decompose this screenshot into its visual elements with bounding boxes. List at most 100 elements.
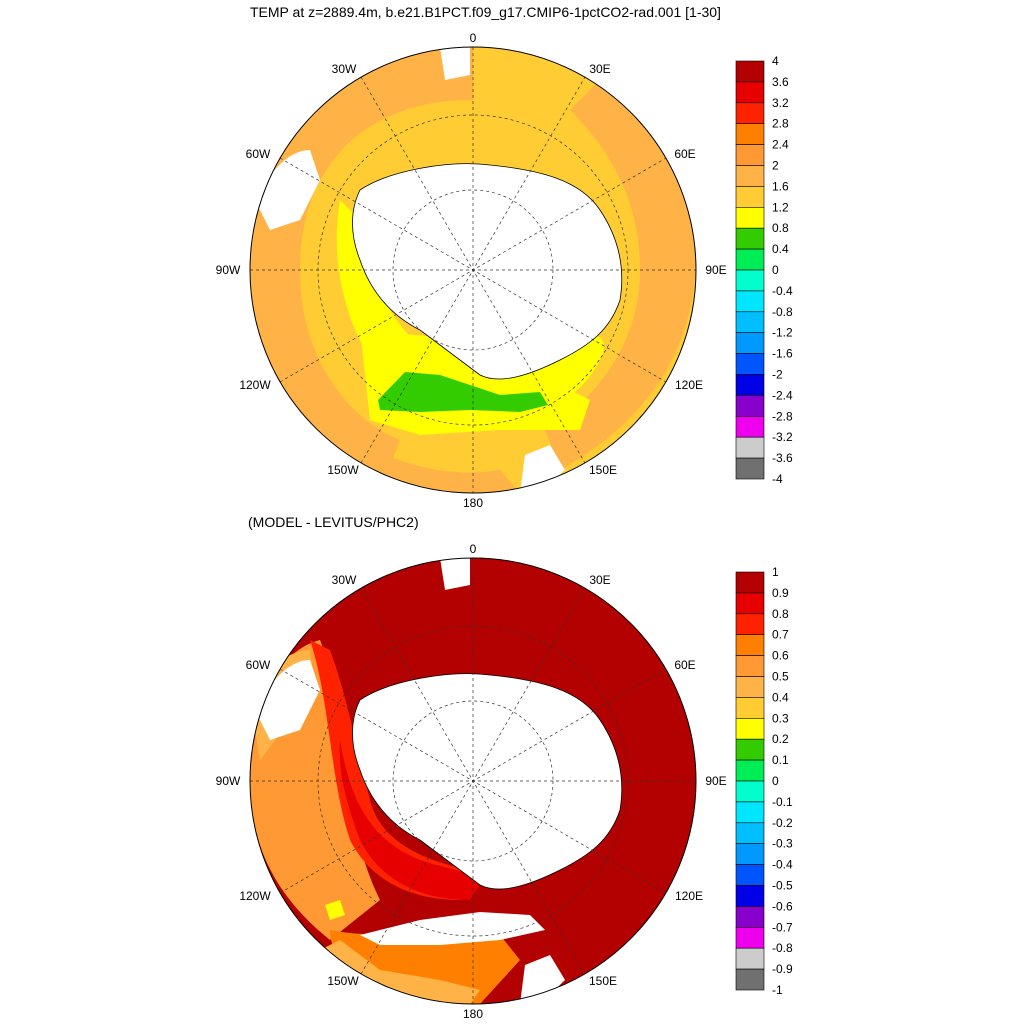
- bottom-colorbar-tick-label: -0.1: [772, 795, 793, 809]
- bottom-colorbar-tick-label: -0.8: [772, 941, 793, 955]
- bottom-colorbar-tick-label: -1: [772, 983, 783, 997]
- top-colorbar-tick-label: 3.2: [772, 96, 789, 110]
- bottom-colorbar-tick-label: 0.8: [772, 607, 789, 621]
- top-colorbar-tick-label: -0.4: [772, 284, 793, 298]
- bottom-lon-label-90e: 90E: [705, 774, 726, 788]
- bottom-colorbar-swatch: [735, 759, 765, 782]
- bottom-colorbar-swatch: [735, 926, 765, 949]
- bottom-colorbar-tick-label: 0.5: [772, 670, 789, 684]
- top-colorbar-swatch: [735, 60, 765, 83]
- bottom-lon-label-150e: 150E: [589, 974, 617, 988]
- top-colorbar-swatch: [735, 248, 765, 271]
- top-africa-edge: [440, 47, 470, 80]
- bottom-colorbar-tick-label: 0.2: [772, 732, 789, 746]
- top-lon-label-60e: 60E: [674, 147, 695, 161]
- top-colorbar-swatch: [735, 332, 765, 354]
- top-colorbar-tick-label: 4: [772, 54, 779, 68]
- bottom-map-border: [249, 557, 697, 1005]
- top-colorbar-swatch: [735, 227, 765, 250]
- top-colorbar-swatch: [735, 102, 765, 125]
- bottom-lon-label-150w: 150W: [327, 974, 359, 988]
- bottom-colorbar-tick-label: 0.1: [772, 753, 789, 767]
- top-colorbar-tick-label: 2.4: [772, 138, 789, 152]
- bottom-antarctica: [352, 673, 623, 890]
- top-lon-label-150e: 150E: [589, 463, 617, 477]
- top-lon-label-120w: 120W: [239, 378, 271, 392]
- bottom-colorbar-tick-label: -0.2: [772, 816, 793, 830]
- top-lon-label-90w: 90W: [216, 263, 241, 277]
- bottom-lon-label-60w: 60W: [246, 658, 271, 672]
- top-colorbar-tick-label: -1.6: [772, 347, 793, 361]
- bottom-lon-label-120w: 120W: [239, 889, 271, 903]
- top-colorbar-swatch: [735, 144, 765, 166]
- bottom-colorbar-swatch: [735, 592, 765, 615]
- bottom-colorbar-tick-label: -0.5: [772, 879, 793, 893]
- top-colorbar-swatch: [735, 186, 765, 208]
- bottom-lon-label-60e: 60E: [674, 658, 695, 672]
- bottom-colorbar-swatch: [735, 697, 765, 719]
- bottom-colorbar-tick-label: -0.6: [772, 899, 793, 913]
- bottom-colorbar-swatch: [735, 864, 765, 886]
- bottom-colorbar-tick-label: -0.9: [772, 962, 793, 976]
- bottom-colorbar-tick-label: 0: [772, 774, 779, 788]
- top-polar-map: 0 30E 60E 90E 120E 150E 180 150W 120W 90…: [216, 31, 727, 510]
- top-colorbar-tick-label: -2: [772, 368, 783, 382]
- bottom-lon-label-30e: 30E: [589, 573, 610, 587]
- top-lon-label-30w: 30W: [332, 62, 357, 76]
- bottom-red-band: [310, 640, 470, 900]
- top-colorbar-swatch: [735, 207, 765, 229]
- bottom-ice-shelf-strip: [360, 912, 545, 945]
- top-lon-label-60w: 60W: [246, 147, 271, 161]
- top-south-america: [255, 150, 320, 230]
- top-colorbar-tick-label: 1.2: [772, 200, 789, 214]
- bottom-lon-label-120e: 120E: [675, 889, 703, 903]
- bottom-yellow-patch: [325, 900, 345, 920]
- top-colorbar-tick-label: 3.6: [772, 75, 789, 89]
- top-colorbar-swatch: [735, 81, 765, 104]
- top-colorbar-tick-label: 2: [772, 159, 779, 173]
- top-green-patch: [378, 372, 548, 412]
- top-colorbar-tick-label: 0.4: [772, 242, 789, 256]
- bottom-colorbar-swatch: [735, 843, 765, 865]
- bottom-south-lightorange: [320, 940, 480, 1004]
- bottom-colorbar-tick-label: 0.3: [772, 711, 789, 725]
- bottom-colorbar-swatch: [735, 947, 765, 970]
- top-colorbar-tick-label: -3.6: [772, 451, 793, 465]
- top-colorbar-swatch: [735, 395, 765, 417]
- bottom-colorbar-tick-label: -0.3: [772, 837, 793, 851]
- top-map-title: TEMP at z=2889.4m, b.e21.B1PCT.f09_g17.C…: [250, 4, 721, 20]
- top-lon-label-180: 180: [463, 496, 483, 510]
- top-colorbar-tick-label: 0.8: [772, 221, 789, 235]
- bottom-lon-label-0: 0: [470, 542, 477, 556]
- bottom-lon-label-180: 180: [463, 1007, 483, 1021]
- bottom-colorbar-swatch: [735, 676, 765, 698]
- bottom-colorbar-swatch: [735, 634, 765, 656]
- top-colorbar-swatch: [735, 415, 765, 438]
- top-colorbar: 4 3.6 3.2 2.8 2.4 2 1.6 1.2 0.8 0.4 0 -0.4 -0.8 -1.2 -…: [735, 54, 793, 486]
- top-colorbar-swatch: [735, 290, 765, 313]
- top-lon-label-30e: 30E: [589, 62, 610, 76]
- bottom-colorbar-swatch: [735, 780, 765, 803]
- top-colorbar-tick-label: 0: [772, 263, 779, 277]
- bottom-lon-label-90w: 90W: [216, 774, 241, 788]
- top-colorbar-swatch: [735, 457, 765, 480]
- top-colorbar-tick-label: -2.8: [772, 409, 793, 423]
- top-colorbar-tick-label: 1.6: [772, 179, 789, 193]
- top-map-border: [249, 46, 697, 494]
- top-colorbar-swatch: [735, 353, 765, 375]
- top-colorbar-swatch: [735, 269, 765, 292]
- top-australia-edge: [520, 445, 565, 493]
- top-graticule: [250, 47, 696, 493]
- top-antarctica: [352, 163, 623, 380]
- top-colorbar-tick-label: -2.4: [772, 388, 793, 402]
- top-colorbar-tick-label: -0.8: [772, 305, 793, 319]
- bottom-colorbar-tick-label: -0.7: [772, 920, 793, 934]
- top-colorbar-tick-label: -4: [772, 472, 783, 486]
- bottom-colorbar-swatch: [735, 738, 765, 761]
- top-lon-label-0: 0: [470, 31, 477, 45]
- bottom-colorbar-tick-label: 1: [772, 565, 779, 579]
- top-colorbar-swatch: [735, 374, 765, 396]
- bottom-australia-edge: [520, 955, 565, 1004]
- bottom-africa-edge: [440, 558, 470, 590]
